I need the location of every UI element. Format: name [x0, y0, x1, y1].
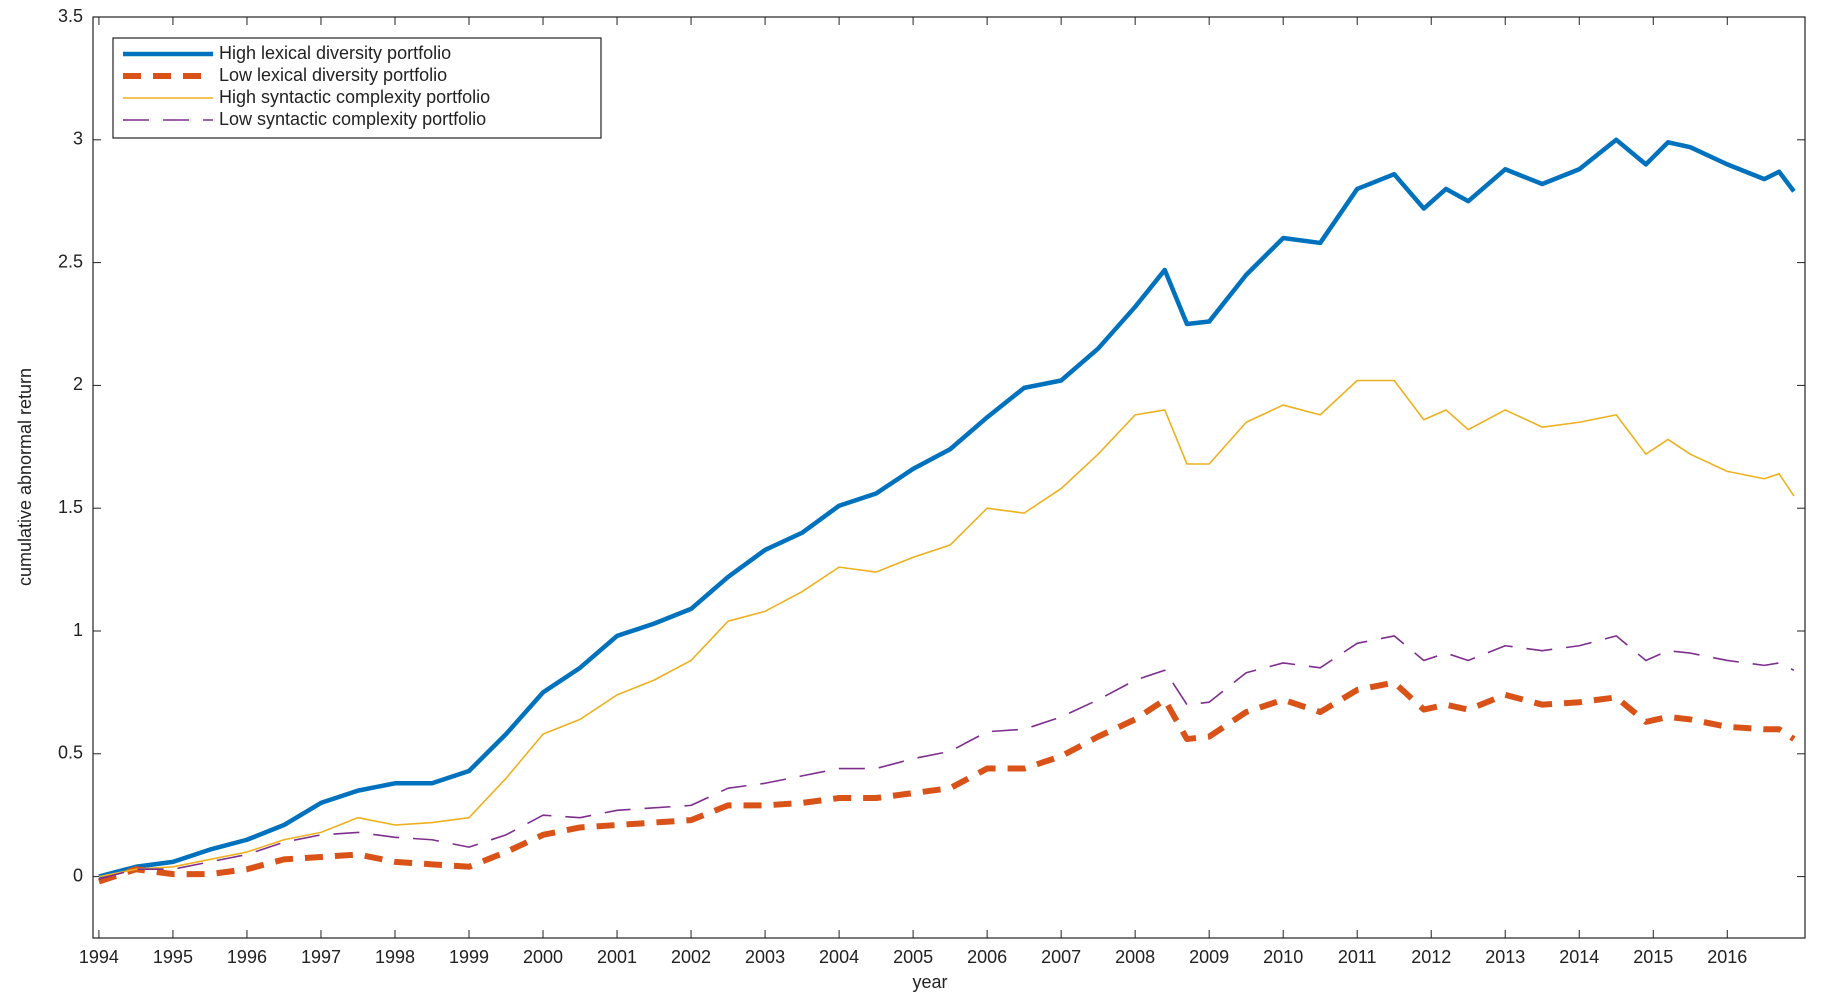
x-tick-label: 2015 — [1633, 947, 1673, 967]
x-axis-label: year — [912, 972, 947, 992]
x-tick-label: 2011 — [1338, 947, 1377, 967]
x-tick-label: 2005 — [893, 947, 933, 967]
legend-label: High lexical diversity portfolio — [219, 43, 451, 63]
y-tick-label: 2 — [73, 374, 83, 394]
x-tick-label: 2007 — [1041, 947, 1081, 967]
x-tick-label: 2014 — [1559, 947, 1599, 967]
y-tick-label: 3 — [73, 129, 83, 149]
legend-label: High syntactic complexity portfolio — [219, 87, 490, 107]
y-tick-label: 1 — [73, 620, 83, 640]
x-tick-label: 1999 — [449, 947, 489, 967]
x-tick-label: 2003 — [745, 947, 785, 967]
plot-frame — [92, 16, 1806, 939]
x-tick-label: 2000 — [523, 947, 563, 967]
x-tick-label: 2009 — [1189, 947, 1229, 967]
x-tick-label: 1996 — [227, 947, 267, 967]
x-tick-label: 2004 — [819, 947, 859, 967]
series-line — [98, 379, 1795, 878]
y-tick-label: 0 — [73, 865, 83, 885]
x-tick-label: 1997 — [301, 947, 341, 967]
x-tick-label: 2013 — [1485, 947, 1525, 967]
y-tick-label: 3.5 — [58, 6, 83, 26]
series-line — [98, 137, 1796, 879]
series-line — [97, 679, 1796, 885]
y-tick-label: 0.5 — [58, 743, 83, 763]
y-axis-label: cumulative abnormal return — [15, 368, 35, 586]
x-tick-label: 1998 — [375, 947, 415, 967]
x-tick-label: 2006 — [967, 947, 1007, 967]
legend-label: Low syntactic complexity portfolio — [219, 109, 486, 129]
x-tick-label: 1995 — [153, 947, 193, 967]
x-tick-label: 2010 — [1263, 947, 1303, 967]
legend-label: Low lexical diversity portfolio — [219, 65, 447, 85]
x-tick-label: 2016 — [1707, 947, 1747, 967]
x-tick-label: 2001 — [597, 947, 637, 967]
y-tick-label: 1.5 — [58, 497, 83, 517]
series-line — [98, 635, 1795, 880]
x-tick-label: 2012 — [1411, 947, 1451, 967]
y-tick-label: 2.5 — [58, 251, 83, 271]
x-tick-label: 2002 — [671, 947, 711, 967]
x-tick-label: 2008 — [1115, 947, 1155, 967]
x-tick-label: 1994 — [79, 947, 119, 967]
